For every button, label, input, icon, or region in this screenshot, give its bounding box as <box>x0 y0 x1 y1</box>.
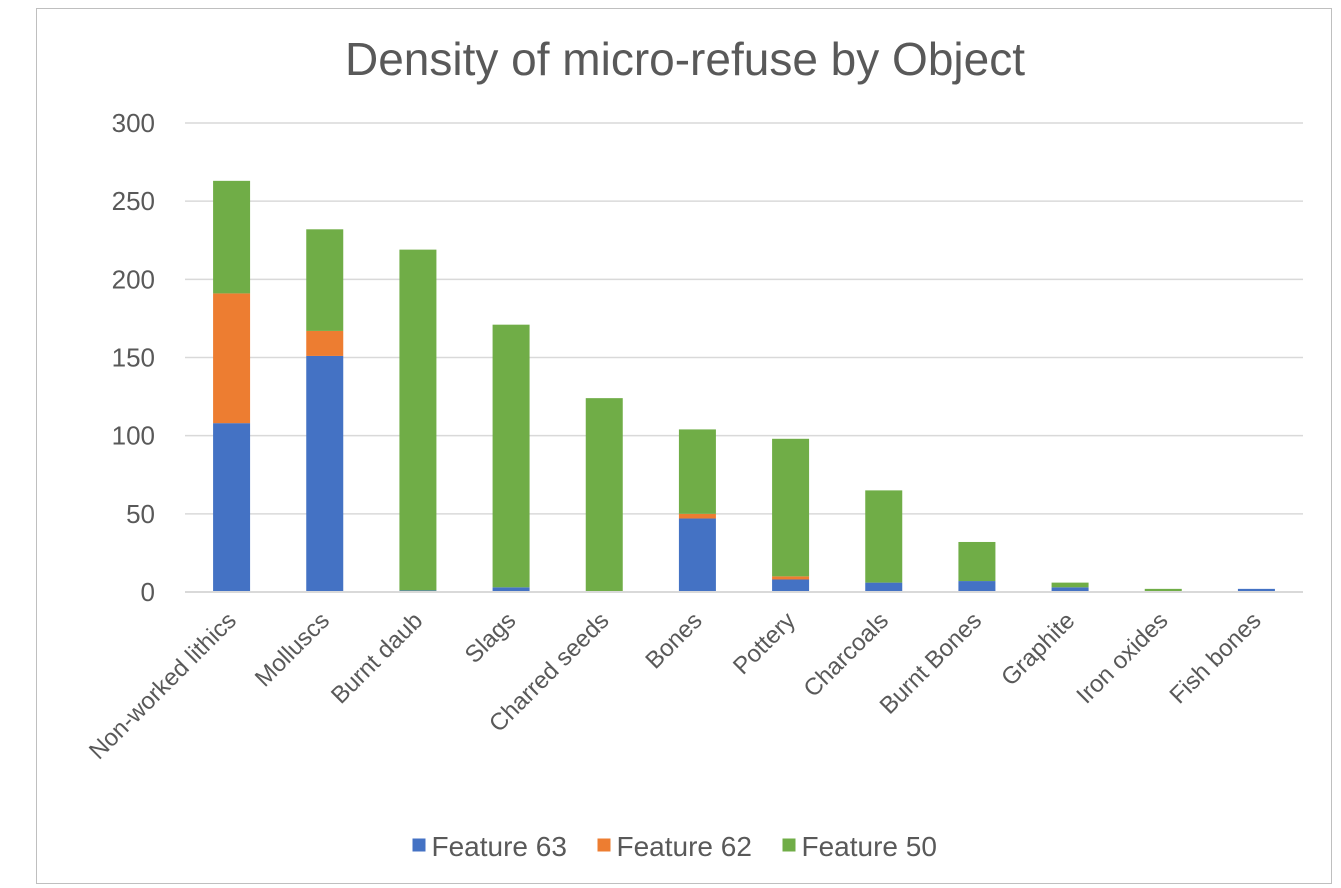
y-tick-label: 100 <box>112 421 155 451</box>
bar-feature-63-3 <box>492 587 530 592</box>
bar-feature-50-7 <box>865 490 903 583</box>
bar-feature-50-6 <box>772 438 810 577</box>
x-tick-label: Slags <box>460 607 522 669</box>
x-tick-label: Molluscs <box>250 607 335 692</box>
bar-feature-63-1 <box>306 355 344 592</box>
x-tick-label: Graphite <box>996 607 1080 691</box>
legend-label: Feature 50 <box>802 831 937 862</box>
y-tick-label: 200 <box>112 264 155 294</box>
bar-feature-62-6 <box>772 576 810 580</box>
bar-feature-62-5 <box>678 513 716 519</box>
y-tick-label: 300 <box>112 108 155 138</box>
legend-label: Feature 62 <box>617 831 752 862</box>
y-tick-label: 0 <box>141 577 155 607</box>
y-tick-label: 250 <box>112 186 155 216</box>
y-axis-ticks: 0 50 100 150 200 250 300 <box>112 108 155 607</box>
bar-feature-63-0 <box>213 423 251 592</box>
bar-feature-50-1 <box>306 229 344 331</box>
bars <box>213 180 1275 592</box>
bar-feature-63-6 <box>772 579 810 592</box>
legend-label: Feature 63 <box>432 831 567 862</box>
bar-feature-63-8 <box>958 581 996 592</box>
x-tick-label: Iron oxides <box>1071 607 1173 709</box>
x-tick-label: Bones <box>640 607 707 674</box>
bar-feature-62-0 <box>213 293 251 424</box>
x-tick-label: Non-worked lithics <box>84 607 242 765</box>
bar-feature-50-8 <box>958 541 996 582</box>
y-tick-label: 50 <box>126 499 155 529</box>
bar-feature-50-3 <box>492 324 530 588</box>
bar-feature-50-9 <box>1051 582 1089 588</box>
chart-svg: Density of micro-refuse by Object 0 50 100… <box>84 33 1303 862</box>
bar-feature-63-9 <box>1051 587 1089 592</box>
bar-feature-50-5 <box>678 429 716 514</box>
x-tick-label: Burnt daub <box>326 607 428 709</box>
bar-feature-63-7 <box>865 582 903 592</box>
bar-feature-50-0 <box>213 180 251 294</box>
x-tick-label: Fish bones <box>1165 607 1267 709</box>
gridlines <box>185 122 1303 515</box>
chart-title: Density of micro-refuse by Object <box>345 33 1025 85</box>
legend: Feature 63 Feature 62 Feature 50 <box>412 831 937 862</box>
x-tick-label: Pottery <box>728 607 801 680</box>
chart-frame: Density of micro-refuse by Object 0 50 100… <box>36 8 1332 884</box>
bar-feature-50-10 <box>1144 588 1182 592</box>
bar-feature-50-2 <box>399 249 437 591</box>
y-tick-label: 150 <box>112 343 155 373</box>
legend-swatch <box>412 838 426 852</box>
bar-feature-63-11 <box>1237 588 1275 592</box>
legend-swatch <box>782 838 796 852</box>
legend-swatch <box>597 838 611 852</box>
bar-feature-63-5 <box>678 518 716 592</box>
x-tick-label: Charcoals <box>799 607 894 702</box>
bar-feature-62-1 <box>306 330 344 356</box>
bar-feature-50-4 <box>585 398 623 592</box>
